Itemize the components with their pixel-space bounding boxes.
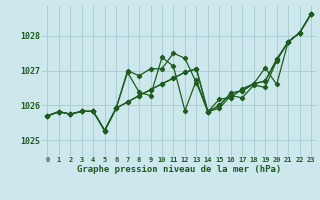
X-axis label: Graphe pression niveau de la mer (hPa): Graphe pression niveau de la mer (hPa)	[77, 165, 281, 174]
